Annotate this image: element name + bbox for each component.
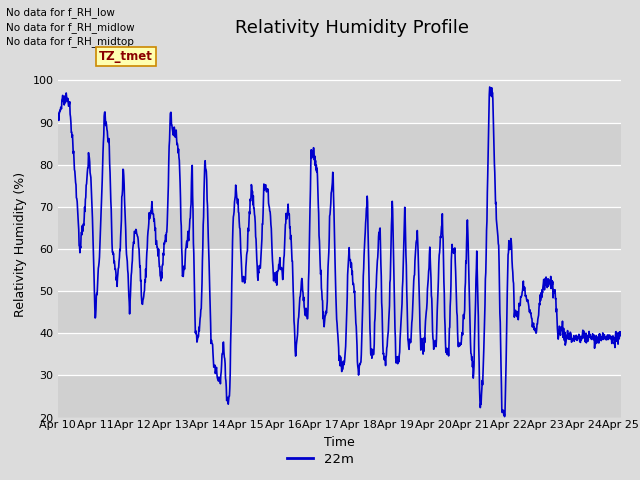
Bar (58, 207, 621, 249)
Bar (58, 81, 621, 122)
Bar (58, 165, 621, 207)
Text: No data for f_RH_low: No data for f_RH_low (6, 7, 115, 18)
Y-axis label: Relativity Humidity (%): Relativity Humidity (%) (14, 172, 27, 317)
Bar (58, 333, 621, 375)
Bar (58, 291, 621, 333)
Text: TZ_tmet: TZ_tmet (99, 50, 153, 63)
Text: No data for f_RH_midtop: No data for f_RH_midtop (6, 36, 134, 47)
Legend: 22m: 22m (282, 447, 358, 471)
Bar (58, 375, 621, 418)
Text: Relativity Humidity Profile: Relativity Humidity Profile (235, 19, 469, 37)
Bar (58, 249, 621, 291)
Bar (58, 122, 621, 165)
Text: No data for f_RH_midlow: No data for f_RH_midlow (6, 22, 135, 33)
X-axis label: Time: Time (324, 436, 355, 449)
